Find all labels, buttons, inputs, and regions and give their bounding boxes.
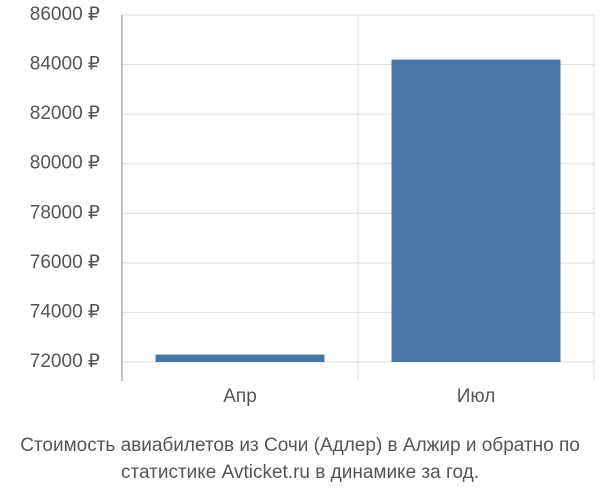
plot-frame bbox=[357, 15, 595, 381]
bar bbox=[391, 59, 561, 362]
y-tick-label: 84000 ₽ bbox=[30, 54, 100, 75]
x-tick-label: Апр bbox=[223, 386, 257, 407]
y-tick-label: 76000 ₽ bbox=[30, 252, 100, 273]
y-tick-label: 74000 ₽ bbox=[30, 301, 100, 322]
chart-caption: Стоимость авиабилетов из Сочи (Адлер) в … bbox=[20, 435, 580, 483]
chart: 72000 ₽ 74000 ₽ 76000 ₽ 78000 ₽ 80000 ₽ 82000… bbox=[30, 4, 595, 407]
bar bbox=[155, 354, 325, 362]
x-tick-label: Июл bbox=[457, 386, 496, 407]
y-tick-label: 72000 ₽ bbox=[30, 351, 100, 372]
y-tick-label: 86000 ₽ bbox=[30, 4, 100, 25]
y-tick-label: 78000 ₽ bbox=[30, 202, 100, 223]
y-tick-label: 80000 ₽ bbox=[30, 153, 100, 174]
y-tick-label: 82000 ₽ bbox=[30, 103, 100, 124]
